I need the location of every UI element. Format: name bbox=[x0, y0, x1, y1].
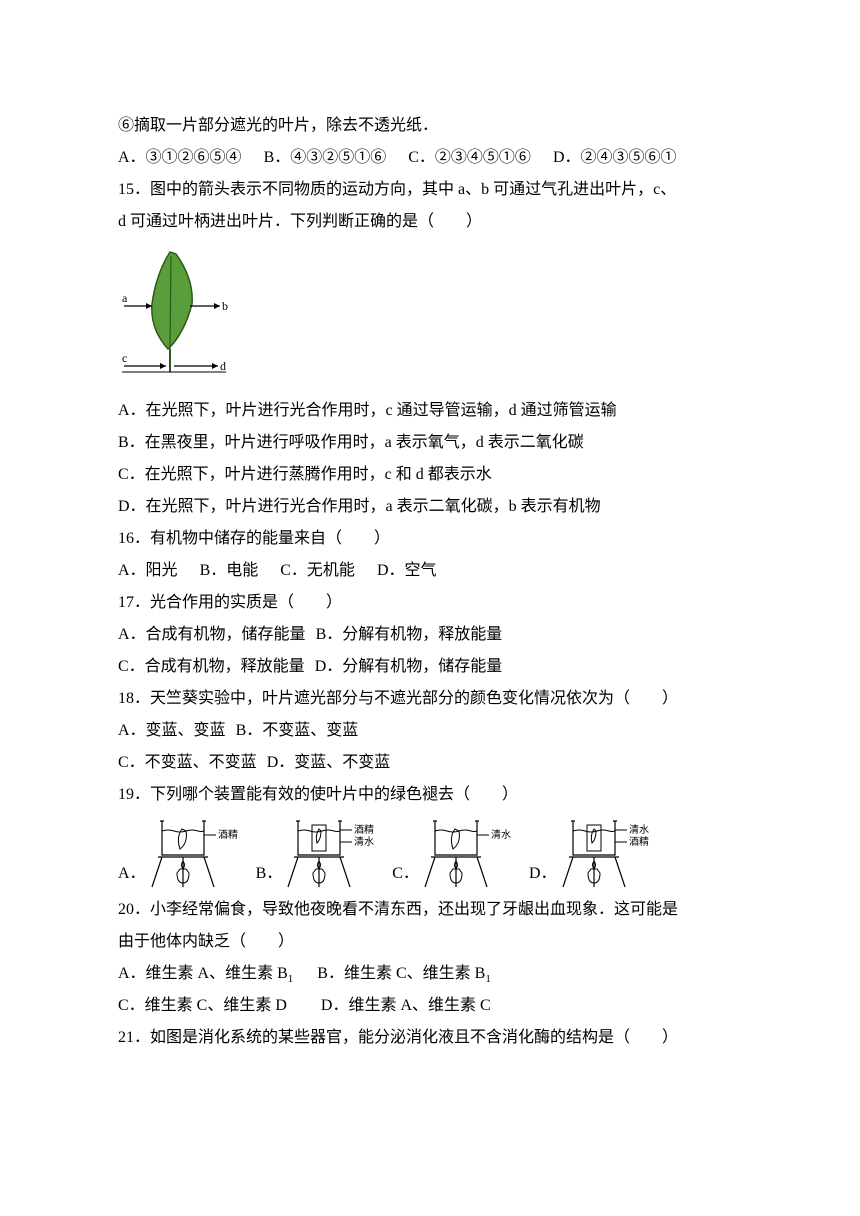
q15-opt-b: B．在黑夜里，叶片进行呼吸作用时，a 表示氧气，d 表示二氧化碳 bbox=[118, 427, 750, 459]
leaf-label-d: d bbox=[220, 359, 226, 373]
q15-stem-1: 15．图中的箭头表示不同物质的运动方向，其中 a、b 可通过气孔进出叶片，c、 bbox=[118, 174, 750, 206]
q16-options: A．阳光 B．电能 C．无机能 D．空气 bbox=[118, 555, 750, 587]
q17-opt-a: A．合成有机物，储存能量 bbox=[118, 626, 306, 643]
q21-stem: 21．如图是消化系统的某些器官，能分泌消化液且不含消化酶的结构是（ ） bbox=[118, 1022, 750, 1054]
q15-stem-2: d 可通过叶柄进出叶片．下列判断正确的是（ ） bbox=[118, 206, 750, 238]
q14-opt-d: D．②④③⑤⑥① bbox=[553, 142, 677, 174]
q18-opt-d: D．变蓝、不变蓝 bbox=[267, 754, 391, 771]
q15-leaf-diagram: a b c d bbox=[118, 244, 750, 391]
q19-d-label: D． bbox=[529, 858, 557, 890]
q20-row2: C．维生素 C、维生素 D D．维生素 A、维生素 C bbox=[118, 990, 750, 1022]
svg-text:酒精: 酒精 bbox=[629, 835, 649, 848]
q18-opt-b: B．不变蓝、变蓝 bbox=[236, 722, 359, 739]
q19-b-label: B． bbox=[256, 858, 283, 890]
q19-stem: 19．下列哪个装置能有效的使叶片中的绿色褪去（ ） bbox=[118, 779, 750, 811]
q19-c-label: C． bbox=[392, 858, 419, 890]
q20-opt-c: C．维生素 C、维生素 D bbox=[118, 997, 287, 1014]
q18-row2: C．不变蓝、不变蓝 D．变蓝、不变蓝 bbox=[118, 747, 750, 779]
q16-stem: 16．有机物中储存的能量来自（ ） bbox=[118, 523, 750, 555]
q14-options: A．③①②⑥⑤④ B．④③②⑤①⑥ C．②③④⑤①⑥ D．②④③⑤⑥① bbox=[118, 142, 750, 174]
svg-text:酒精: 酒精 bbox=[218, 828, 238, 841]
q17-opt-d: D．分解有机物，储存能量 bbox=[315, 658, 503, 675]
q19-opt-b: B． 酒精清水 bbox=[256, 815, 385, 890]
q15-opt-c: C．在光照下，叶片进行蒸腾作用时，c 和 d 都表示水 bbox=[118, 459, 750, 491]
q14-opt-b: B．④③②⑤①⑥ bbox=[264, 142, 387, 174]
q15-opt-a: A．在光照下，叶片进行光合作用时，c 通过导管运输，d 通过筛管运输 bbox=[118, 395, 750, 427]
q14-step6: ⑥摘取一片部分遮光的叶片，除去不透光纸． bbox=[118, 110, 750, 142]
q17-opt-c: C．合成有机物，释放能量 bbox=[118, 658, 305, 675]
svg-text:清水: 清水 bbox=[491, 828, 511, 841]
q20-row1: A．维生素 A、维生素 B1 B．维生素 C、维生素 B1 bbox=[118, 958, 750, 990]
q17-opt-b: B．分解有机物，释放能量 bbox=[316, 626, 503, 643]
q19-apparatus-row: A． 酒精 B． 酒精清水 C． 清水 D． 清水酒精 bbox=[118, 815, 750, 890]
q20-opt-d: D．维生素 A、维生素 C bbox=[321, 997, 491, 1014]
q17-row1: A．合成有机物，储存能量 B．分解有机物，释放能量 bbox=[118, 619, 750, 651]
q18-stem: 18．天竺葵实验中，叶片遮光部分与不遮光部分的颜色变化情况依次为（ ） bbox=[118, 683, 750, 715]
q14-opt-a: A．③①②⑥⑤④ bbox=[118, 142, 242, 174]
q20-opt-a: A．维生素 A、维生素 B1 bbox=[118, 965, 293, 982]
svg-text:清水: 清水 bbox=[629, 823, 649, 836]
q16-opt-d: D．空气 bbox=[377, 555, 437, 587]
q18-opt-a: A．变蓝、变蓝 bbox=[118, 722, 226, 739]
q18-row1: A．变蓝、变蓝 B．不变蓝、变蓝 bbox=[118, 715, 750, 747]
q19-opt-d: D． 清水酒精 bbox=[529, 815, 659, 890]
q20-stem-2: 由于他体内缺乏（ ） bbox=[118, 926, 750, 958]
q17-row2: C．合成有机物，释放能量 D．分解有机物，储存能量 bbox=[118, 651, 750, 683]
q17-stem: 17．光合作用的实质是（ ） bbox=[118, 587, 750, 619]
q16-opt-b: B．电能 bbox=[200, 555, 259, 587]
q19-opt-c: C． 清水 bbox=[392, 815, 521, 890]
leaf-label-c: c bbox=[122, 351, 127, 365]
leaf-label-b: b bbox=[222, 299, 228, 313]
q16-opt-a: A．阳光 bbox=[118, 555, 178, 587]
q19-opt-a: A． 酒精 bbox=[118, 815, 248, 890]
svg-text:酒精: 酒精 bbox=[354, 823, 374, 836]
q14-opt-c: C．②③④⑤①⑥ bbox=[408, 142, 531, 174]
q19-a-label: A． bbox=[118, 858, 146, 890]
q20-stem-1: 20．小李经常偏食，导致他夜晚看不清东西，还出现了牙龈出血现象．这可能是 bbox=[118, 894, 750, 926]
svg-text:清水: 清水 bbox=[354, 835, 374, 848]
q20-opt-b: B．维生素 C、维生素 B1 bbox=[317, 965, 491, 982]
q16-opt-c: C．无机能 bbox=[280, 555, 355, 587]
leaf-label-a: a bbox=[122, 291, 128, 305]
q18-opt-c: C．不变蓝、不变蓝 bbox=[118, 754, 257, 771]
q15-opt-d: D．在光照下，叶片进行光合作用时，a 表示二氧化碳，b 表示有机物 bbox=[118, 491, 750, 523]
